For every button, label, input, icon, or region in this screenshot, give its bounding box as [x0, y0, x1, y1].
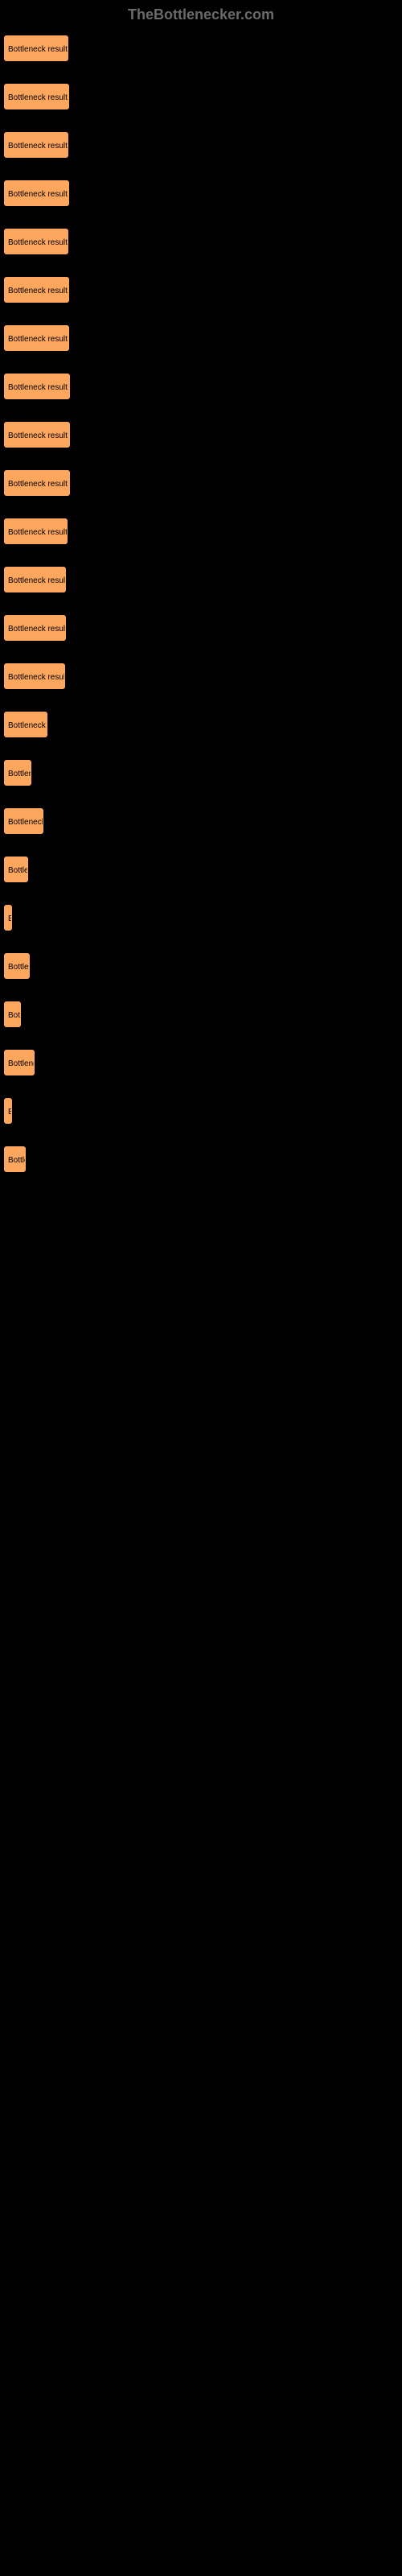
bar-label: Bottleneck result — [8, 1011, 21, 1020]
chart-bar[interactable]: Bottleneck result — [4, 953, 30, 979]
bar-container: Bottleneck result — [0, 760, 402, 786]
chart-container: Bottleneck result Bottleneck result Bottle… — [0, 35, 402, 1172]
bar-label: Bottleneck result — [8, 335, 68, 344]
bar-label: Bottleneck result — [8, 1059, 35, 1068]
bar-container: Bottleneck result — [0, 953, 402, 979]
bar-label: Bottleneck result — [8, 383, 68, 392]
chart-bar[interactable]: Bottleneck result — [4, 470, 70, 496]
bar-label: Bottleneck result — [8, 528, 68, 537]
bar-container: Bottleneck result — [0, 905, 402, 931]
chart-bar[interactable]: Bottleneck result — [4, 1050, 35, 1075]
chart-bar[interactable]: Bottleneck result — [4, 567, 66, 592]
bar-label: Bottleneck result — [8, 914, 12, 923]
chart-bar[interactable]: Bottleneck result — [4, 712, 47, 737]
bar-label: Bottleneck result — [8, 673, 65, 682]
chart-bar[interactable]: Bottleneck result — [4, 663, 65, 689]
bar-container: Bottleneck result — [0, 1050, 402, 1075]
bar-label: Bottleneck result — [8, 238, 68, 247]
chart-bar[interactable]: Bottleneck result — [4, 325, 69, 351]
bar-container: Bottleneck result — [0, 180, 402, 206]
bar-label: Bottleneck result — [8, 770, 31, 778]
bar-container: Bottleneck result — [0, 518, 402, 544]
bar-label: Bottleneck result — [8, 818, 43, 827]
bar-container: Bottleneck result — [0, 1146, 402, 1172]
chart-bar[interactable]: Bottleneck result — [4, 1001, 21, 1027]
chart-bar[interactable]: Bottleneck result — [4, 277, 69, 303]
bar-container: Bottleneck result — [0, 1098, 402, 1124]
header: TheBottlenecker.com — [0, 0, 402, 35]
bar-label: Bottleneck result — [8, 480, 68, 489]
bar-label: Bottleneck result — [8, 866, 28, 875]
chart-bar[interactable]: Bottleneck result — [4, 1098, 12, 1124]
bar-label: Bottleneck result — [8, 93, 68, 102]
chart-bar[interactable]: Bottleneck result — [4, 180, 69, 206]
chart-bar[interactable]: Bottleneck result — [4, 857, 28, 882]
chart-bar[interactable]: Bottleneck result — [4, 760, 31, 786]
chart-bar[interactable]: Bottleneck result — [4, 808, 43, 834]
bar-container: Bottleneck result — [0, 1001, 402, 1027]
bar-container: Bottleneck result — [0, 663, 402, 689]
bar-label: Bottleneck result — [8, 287, 68, 295]
site-title: TheBottlenecker.com — [128, 6, 274, 23]
chart-bar[interactable]: Bottleneck result — [4, 84, 69, 109]
chart-bar[interactable]: Bottleneck result — [4, 905, 12, 931]
chart-bar[interactable]: Bottleneck result — [4, 1146, 26, 1172]
chart-bar[interactable]: Bottleneck result — [4, 374, 70, 399]
bar-container: Bottleneck result — [0, 808, 402, 834]
bar-label: Bottleneck result — [8, 190, 68, 199]
chart-bar[interactable]: Bottleneck result — [4, 615, 66, 641]
bar-container: Bottleneck result — [0, 325, 402, 351]
chart-bar[interactable]: Bottleneck result — [4, 132, 68, 158]
chart-bar[interactable]: Bottleneck result — [4, 229, 68, 254]
bar-container: Bottleneck result — [0, 277, 402, 303]
bar-container: Bottleneck result — [0, 84, 402, 109]
bar-container: Bottleneck result — [0, 422, 402, 448]
bar-label: Bottleneck result — [8, 963, 30, 972]
bar-container: Bottleneck result — [0, 35, 402, 61]
bar-container: Bottleneck result — [0, 132, 402, 158]
bar-label: Bottleneck result — [8, 576, 66, 585]
bar-label: Bottleneck result — [8, 142, 68, 151]
bar-label: Bottleneck result — [8, 431, 68, 440]
bar-container: Bottleneck result — [0, 567, 402, 592]
bar-container: Bottleneck result — [0, 712, 402, 737]
bar-label: Bottleneck result — [8, 1108, 12, 1117]
chart-bar[interactable]: Bottleneck result — [4, 518, 68, 544]
bar-container: Bottleneck result — [0, 374, 402, 399]
bar-container: Bottleneck result — [0, 615, 402, 641]
bar-label: Bottleneck result — [8, 45, 68, 54]
chart-bar[interactable]: Bottleneck result — [4, 35, 68, 61]
bar-label: Bottleneck result — [8, 721, 47, 730]
chart-bar[interactable]: Bottleneck result — [4, 422, 70, 448]
bar-container: Bottleneck result — [0, 229, 402, 254]
bar-container: Bottleneck result — [0, 857, 402, 882]
bar-container: Bottleneck result — [0, 470, 402, 496]
bar-label: Bottleneck result — [8, 625, 66, 634]
bar-label: Bottleneck result — [8, 1156, 26, 1165]
